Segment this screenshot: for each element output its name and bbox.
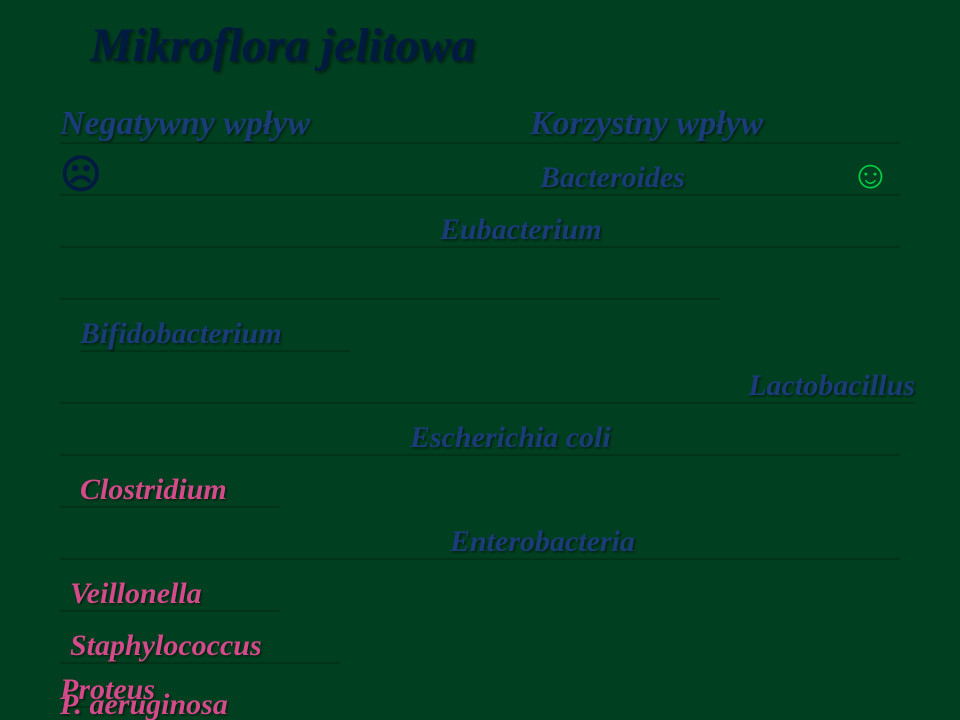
row-ecoli: Escherichia coli: [60, 404, 900, 456]
header-negative: Negatywny wpływ: [60, 105, 310, 142]
label-lactobacillus: Lactobacillus: [748, 369, 915, 402]
row-lactobacillus: Lactobacillus: [60, 352, 915, 404]
row-empty: [60, 248, 720, 300]
label-aeruginosa: P. aeruginosa: [60, 688, 228, 720]
label-eubacterium: Eubacterium: [440, 213, 602, 246]
label-enterobacteria: Enterobacteria: [450, 525, 635, 558]
slide-title: Mikroflora jelitowa: [90, 18, 475, 73]
happy-icon: ☺: [850, 153, 891, 198]
header-row: Negatywny wpływ Korzystny wpływ: [60, 92, 900, 144]
row-staphylococcus: Staphylococcus: [60, 612, 340, 664]
row-enterobacteria: Enterobacteria: [60, 508, 900, 560]
row-clostridium: Clostridium: [60, 456, 280, 508]
sad-icon: ☹: [60, 152, 102, 198]
header-positive: Korzystny wpływ: [530, 105, 763, 142]
row-veillonella: Veillonella: [60, 560, 280, 612]
row-aeruginosa: P. aeruginosa: [60, 696, 320, 720]
row-bacteroides: ☹ Bacteroides ☺: [60, 144, 900, 196]
label-veillonella: Veillonella: [70, 577, 202, 610]
label-bacteroides: Bacteroides: [540, 161, 685, 194]
label-bifidobacterium: Bifidobacterium: [80, 317, 282, 350]
label-staphylococcus: Staphylococcus: [70, 629, 262, 662]
row-eubacterium: Eubacterium: [60, 196, 900, 248]
label-ecoli: Escherichia coli: [410, 421, 611, 454]
label-clostridium: Clostridium: [80, 473, 227, 506]
row-bifidobacterium: Bifidobacterium: [80, 300, 350, 352]
